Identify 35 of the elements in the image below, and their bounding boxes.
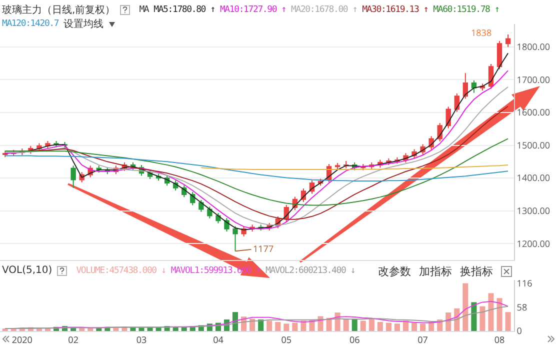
text: MA10:1727.90 ↑ <box>220 5 286 15</box>
annotation: 1838 <box>471 26 492 39</box>
y-tick-label: 1200.00 <box>516 236 550 250</box>
chart-title: VOL(5,10) <box>2 265 52 276</box>
text: 换指标 <box>460 264 493 279</box>
y-tick-label: 1500.00 <box>516 138 550 152</box>
y-tick-label: 1300.00 <box>516 204 550 217</box>
text: 改参数 <box>378 264 411 279</box>
text: MA120:1420.7 <box>2 19 59 29</box>
text: MA5:1780.80 ↑ <box>154 5 215 15</box>
text: 加指标 <box>419 264 452 279</box>
text: MAVOL2:600213.400 ↓ <box>266 266 356 276</box>
text: MA20:1678.00 ↑ <box>291 5 358 15</box>
chart-title: 玻璃主力（日线,前复权） <box>2 4 116 17</box>
text: MA30:1619.13 ↑ <box>362 5 428 15</box>
x-tick-label: 07 <box>418 332 428 345</box>
y-tick-label: 1600.00 <box>516 106 550 119</box>
y-tick-label: 0 <box>516 324 522 338</box>
x-tick-label: 02 <box>68 332 78 345</box>
text: MA <box>139 5 149 15</box>
x-tick-label: 05 <box>281 332 292 345</box>
y-tick-label: 58 <box>516 300 528 314</box>
text: VOLUME:457438.000 ↓ <box>76 266 166 276</box>
x-tick-label: 08 <box>494 332 505 345</box>
y-tick-label: 1800.00 <box>516 40 550 54</box>
y-tick-label: 1700.00 <box>516 72 550 86</box>
annotation: 设置均线 <box>64 18 104 31</box>
annotation: 1177 <box>253 242 274 255</box>
text: MA60:1519.78 ↑ <box>433 5 500 15</box>
x-tick-label: 06 <box>349 332 360 345</box>
x-tick-label: 2020 <box>12 332 32 345</box>
y-tick-label: 1400.00 <box>516 171 550 184</box>
y-tick-label: 116 <box>516 276 532 290</box>
x-tick-label: 03 <box>136 332 147 345</box>
x-tick-label: 04 <box>213 332 224 345</box>
